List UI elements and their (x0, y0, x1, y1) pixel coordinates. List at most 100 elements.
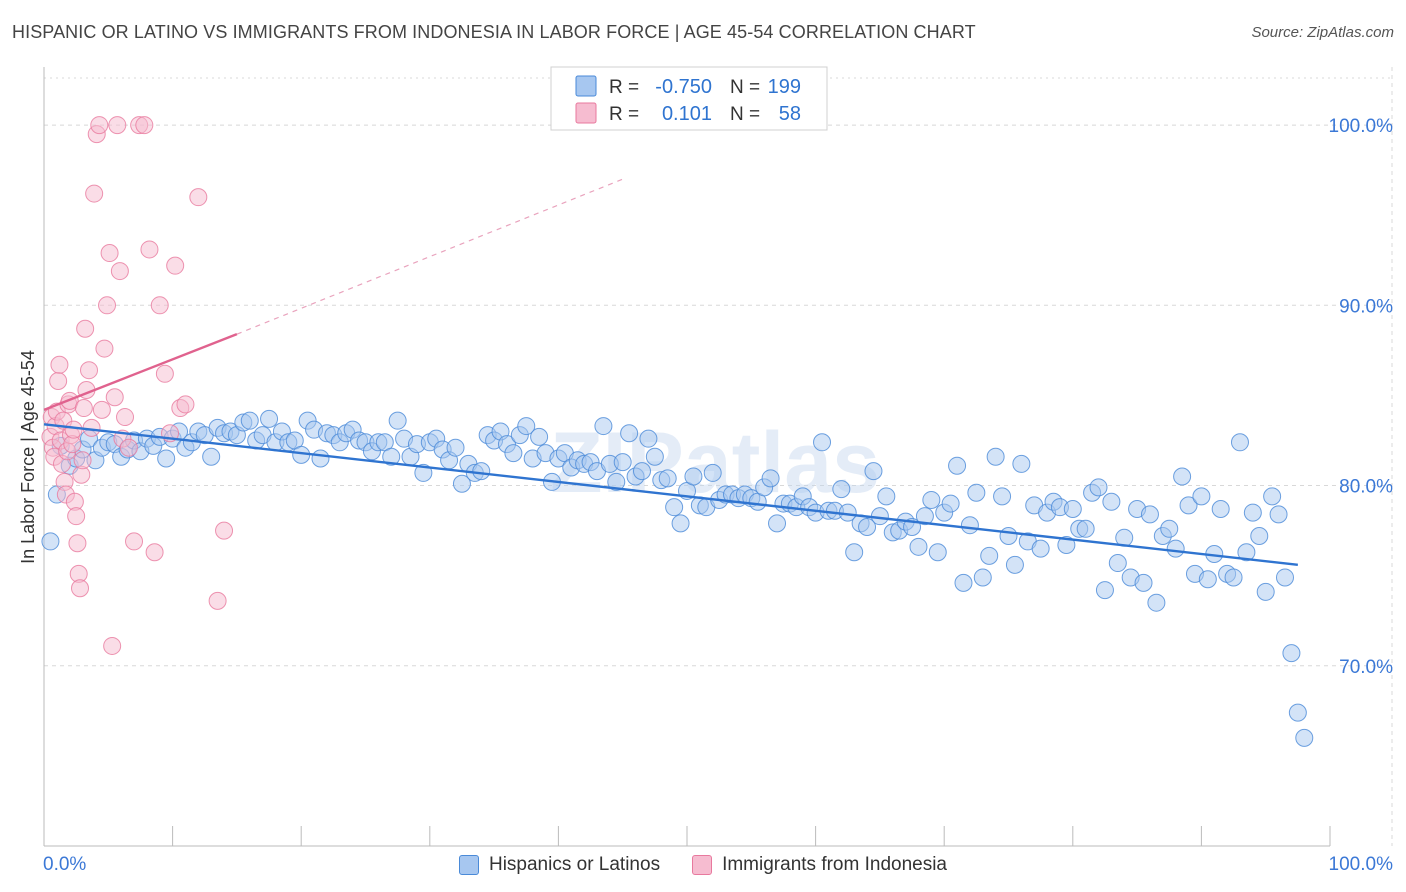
point-hispanic (1134, 573, 1153, 592)
point-indonesia (67, 507, 86, 526)
point-hispanic (472, 462, 491, 481)
point-indonesia (116, 408, 135, 427)
point-hispanic (922, 490, 941, 509)
point-hispanic (986, 447, 1005, 466)
legend-label-hispanic: Hispanics or Latinos (488, 854, 661, 875)
point-indonesia (74, 399, 93, 418)
point-indonesia (80, 361, 99, 380)
point-indonesia (98, 296, 117, 315)
point-indonesia (155, 364, 174, 383)
point-hispanic (1211, 499, 1230, 518)
point-indonesia (125, 532, 144, 551)
legend-item-indonesia: Immigrants from Indonesia (692, 854, 947, 876)
point-hispanic (1057, 536, 1076, 555)
point-indonesia (76, 319, 95, 338)
legend-n-label-pink: N = (730, 104, 760, 125)
point-hispanic (845, 543, 864, 562)
point-hispanic (1160, 519, 1179, 538)
point-hispanic (877, 487, 896, 506)
series-legend: Hispanics or Latinos Immigrants from Ind… (0, 852, 1406, 878)
point-hispanic (1147, 593, 1166, 612)
point-hispanic (1288, 703, 1307, 722)
point-hispanic (1108, 554, 1127, 573)
legend-swatch-indonesia (692, 855, 713, 875)
stats-legend-box (550, 66, 828, 131)
point-hispanic (1095, 581, 1114, 600)
point-hispanic (1089, 478, 1108, 497)
point-hispanic (1269, 505, 1288, 524)
point-hispanic (671, 514, 690, 533)
trend-line-hispanic (43, 423, 1298, 567)
point-hispanic (1063, 499, 1082, 518)
trend-extension-indonesia (236, 178, 623, 335)
point-hispanic (973, 568, 992, 587)
point-hispanic (157, 449, 176, 468)
point-hispanic (1005, 555, 1024, 574)
point-hispanic (613, 453, 632, 472)
point-hispanic (41, 532, 60, 551)
point-hispanic (607, 472, 626, 491)
point-indonesia (95, 339, 114, 358)
point-hispanic (993, 487, 1012, 506)
point-hispanic (1263, 487, 1282, 506)
point-hispanic (909, 537, 928, 556)
point-hispanic (1192, 487, 1211, 506)
point-indonesia (71, 579, 90, 598)
point-hispanic (452, 474, 471, 493)
point-hispanic (858, 517, 877, 536)
legend-r-label-pink: R = (609, 104, 639, 125)
point-hispanic (864, 462, 883, 481)
legend-swatch-blue (575, 75, 597, 97)
point-hispanic (1237, 543, 1256, 562)
axes (43, 67, 1331, 847)
point-hispanic (948, 456, 967, 475)
point-hispanic (1256, 582, 1275, 601)
point-indonesia (85, 184, 104, 203)
point-indonesia (90, 116, 109, 135)
point-hispanic (999, 527, 1018, 546)
point-hispanic (813, 433, 832, 452)
point-hispanic (260, 409, 279, 428)
point-hispanic (446, 438, 465, 457)
point-hispanic (915, 507, 934, 526)
point-hispanic (645, 447, 664, 466)
point-indonesia (49, 372, 68, 391)
point-indonesia (140, 240, 159, 259)
point-hispanic (960, 516, 979, 535)
legend-swatch-hispanic (458, 855, 479, 875)
point-indonesia (73, 451, 92, 470)
point-hispanic (665, 498, 684, 517)
point-hispanic (1224, 568, 1243, 587)
point-indonesia (100, 244, 119, 263)
point-hispanic (382, 447, 401, 466)
legend-r-label-blue: R = (609, 77, 639, 98)
y-tick-label: 90.0% (1339, 296, 1393, 317)
legend-n-value-blue: 199 (768, 76, 801, 98)
point-hispanic (761, 469, 780, 488)
point-indonesia (108, 116, 127, 135)
source-credit: Source: ZipAtlas.com (1251, 24, 1394, 41)
point-hispanic (658, 469, 677, 488)
point-indonesia (215, 521, 234, 540)
point-hispanic (311, 449, 330, 468)
point-hispanic (1102, 492, 1121, 511)
point-indonesia (119, 438, 138, 457)
gridlines (44, 67, 1393, 846)
point-hispanic (1198, 570, 1217, 589)
legend-r-value-pink: 0.101 (662, 103, 712, 125)
legend-swatch-pink (575, 102, 597, 124)
point-hispanic (980, 546, 999, 565)
point-indonesia (68, 534, 87, 553)
point-hispanic (954, 573, 973, 592)
point-hispanic (388, 411, 407, 430)
point-hispanic (928, 543, 947, 562)
point-indonesia (103, 636, 122, 655)
point-indonesia (208, 591, 227, 610)
point-hispanic (1230, 433, 1249, 452)
point-hispanic (530, 427, 549, 446)
point-hispanic (1076, 519, 1095, 538)
y-tick-label: 100.0% (1329, 116, 1394, 137)
axis-labels: 70.0% 80.0% 90.0% 100.0% 0.0% 100.0% In Labor … (18, 116, 1393, 875)
point-indonesia (64, 420, 83, 439)
